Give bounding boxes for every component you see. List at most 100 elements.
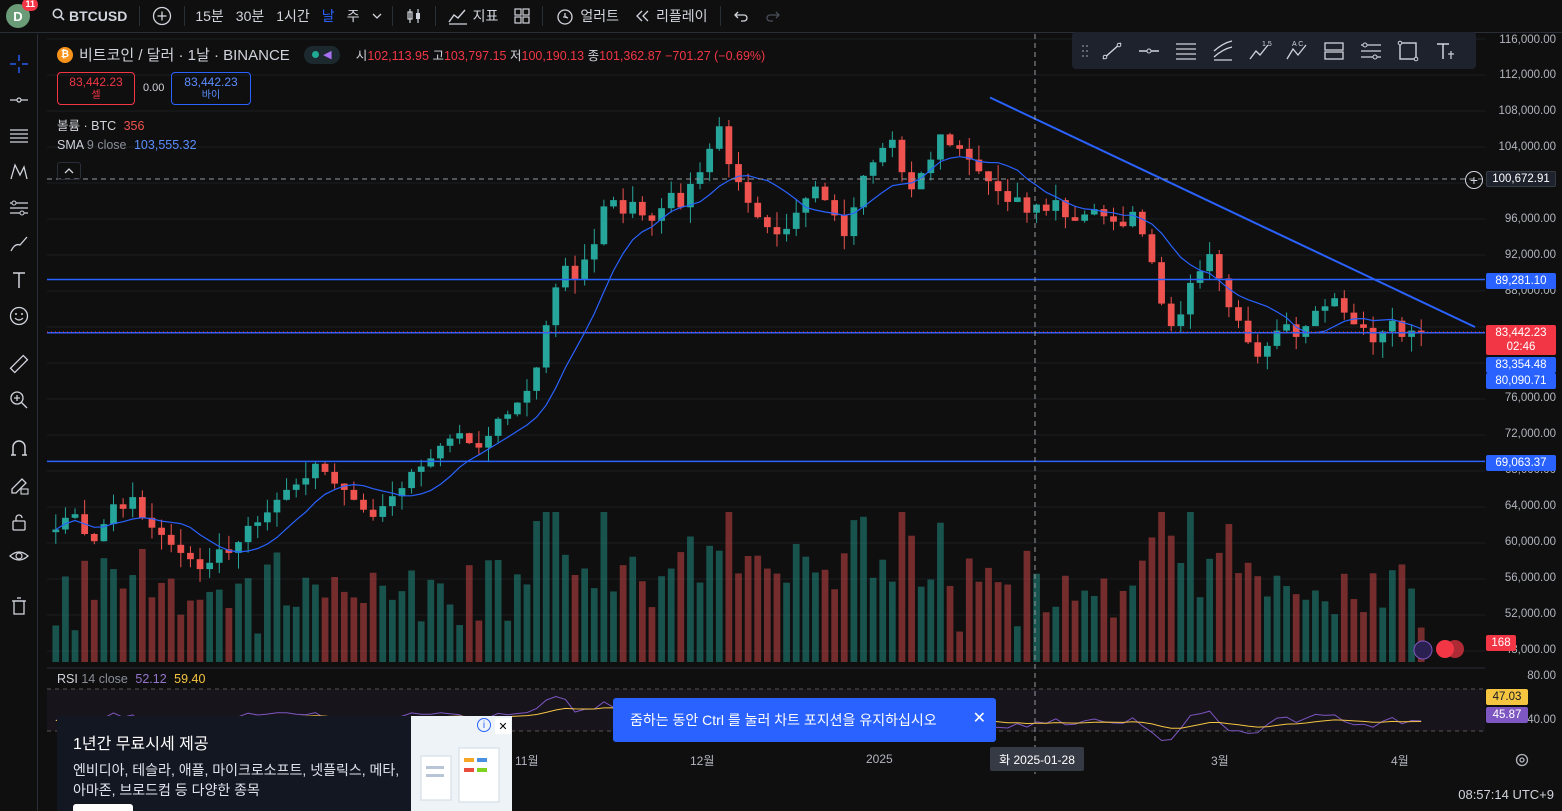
symbol-search-button[interactable]: BTCUSD: [44, 0, 135, 33]
position-icon: [1324, 41, 1344, 60]
date-price-range-button[interactable]: [1354, 36, 1388, 66]
layouts-button[interactable]: [506, 0, 538, 33]
sma-legend[interactable]: SMA 9 close 103,555.32: [57, 138, 197, 152]
add-alert-icon[interactable]: +: [1465, 171, 1483, 189]
interval-15m[interactable]: 15분: [195, 8, 224, 24]
gear-icon: [1515, 753, 1529, 767]
sell-button[interactable]: 83,442.23 셀: [57, 72, 135, 105]
candle-body: [1119, 221, 1127, 227]
user-avatar[interactable]: D 11: [6, 0, 38, 28]
volume-bar: [1244, 562, 1252, 662]
chart-title[interactable]: 비트코인 / 달러 · 1날 · BINANCE: [79, 47, 290, 64]
rectangle-icon: [1397, 40, 1419, 61]
projection-tool[interactable]: [5, 194, 33, 222]
volume-bar: [158, 582, 165, 662]
text-note-button[interactable]: [1428, 36, 1462, 66]
close-icon[interactable]: ✕: [972, 710, 986, 727]
zoom-in-icon: [10, 391, 28, 409]
chart-settings-button[interactable]: [1514, 752, 1530, 771]
price-axis[interactable]: 116,000.00 112,000.00 108,000.00 104,000…: [1486, 34, 1562, 774]
ad-info-icon[interactable]: i: [477, 718, 491, 732]
candle-body: [735, 164, 742, 183]
ad-cta-button[interactable]: [73, 804, 133, 811]
undo-icon: [733, 11, 748, 22]
volume-bar: [1379, 607, 1387, 662]
price-chart[interactable]: [47, 34, 1485, 774]
candle-body: [1254, 342, 1262, 357]
interval-dropdown[interactable]: [366, 0, 388, 33]
ad-close-icon[interactable]: ✕: [495, 718, 511, 734]
interval-1h[interactable]: 1시간: [276, 8, 310, 24]
candle-body: [994, 181, 1002, 192]
rsi-legend[interactable]: RSI 14 close 52.12 59.40: [57, 672, 205, 686]
ad-banner[interactable]: 1년간 무료시세 제공 엔비디아, 테슬라, 애플, 마이크로소프트, 넷플릭스…: [57, 716, 512, 811]
candle-body: [283, 489, 290, 500]
price-tick: 104,000.00: [1498, 141, 1556, 153]
long-position-button[interactable]: [1317, 36, 1351, 66]
candle-body: [658, 208, 665, 221]
buy-button[interactable]: 83,442.23 바이: [171, 72, 251, 105]
time-axis[interactable]: 11월 12월 2025 3월 4월: [47, 748, 1485, 774]
redo-button[interactable]: [757, 0, 789, 33]
market-status-icon[interactable]: ◀: [303, 45, 340, 64]
volume-bar: [1408, 588, 1415, 662]
volume-bar: [100, 558, 108, 662]
alert-button[interactable]: 얼러트: [547, 0, 627, 33]
candle-body: [667, 192, 675, 209]
lock-drawings-tool[interactable]: [5, 508, 33, 536]
crosshair-price: 100,672.91: [1492, 173, 1550, 185]
bitcoin-icon: ₿: [57, 46, 73, 63]
candle-body: [1129, 211, 1137, 227]
pitchfork-button[interactable]: [1206, 36, 1240, 66]
interval-1w[interactable]: 주: [346, 8, 360, 24]
keep-drawing-tool[interactable]: [5, 472, 33, 500]
text-tool[interactable]: [5, 266, 33, 294]
candle-body: [763, 217, 771, 228]
indicators-button[interactable]: 지표: [440, 0, 507, 33]
volume-bar: [273, 552, 281, 662]
candle-body: [1369, 327, 1377, 343]
line-price-tag: 89,281.10: [1486, 273, 1556, 289]
rectangle-button[interactable]: [1391, 36, 1425, 66]
trendline-button[interactable]: [1095, 36, 1129, 66]
trendline-tool[interactable]: [5, 86, 33, 114]
wave-pattern-button[interactable]: 1 5: [1243, 36, 1277, 66]
candle-body: [677, 192, 685, 208]
candle-body: [465, 433, 473, 444]
horizontal-ray-button[interactable]: [1132, 36, 1166, 66]
collapse-legend-button[interactable]: [57, 162, 81, 180]
volume-bar: [62, 576, 69, 662]
fib-retracement-button[interactable]: [1169, 36, 1203, 66]
candle-body: [1273, 330, 1281, 346]
volume-bar: [879, 559, 887, 662]
undo-button[interactable]: [725, 0, 757, 33]
divider: [542, 6, 544, 26]
utc-clock[interactable]: 08:57:14 UTC+9: [1458, 787, 1554, 802]
remove-drawings-tool[interactable]: [5, 592, 33, 620]
brush-tool[interactable]: [5, 230, 33, 258]
candle-body: [379, 506, 387, 517]
interval-30m[interactable]: 30분: [235, 8, 265, 24]
magnet-tool[interactable]: [5, 434, 33, 462]
emoji-tool[interactable]: [5, 302, 33, 330]
measure-tool[interactable]: [5, 350, 33, 378]
pattern-tool[interactable]: [5, 158, 33, 186]
interval-1d[interactable]: 날: [321, 8, 335, 24]
fib-tool[interactable]: [5, 122, 33, 150]
crosshair-tool[interactable]: [5, 50, 33, 78]
drag-handle[interactable]: [1078, 36, 1092, 66]
hide-drawings-tool[interactable]: [5, 542, 33, 570]
compare-symbol-button[interactable]: [144, 0, 180, 33]
abc-pattern-button[interactable]: A C: [1280, 36, 1314, 66]
replay-button[interactable]: 리플레이: [627, 0, 716, 33]
volume-bar: [369, 572, 377, 662]
volume-bar: [687, 536, 694, 662]
candle-body: [331, 471, 339, 484]
chart-type-button[interactable]: [397, 0, 431, 33]
volume-bar: [71, 630, 79, 662]
zoom-tool[interactable]: [5, 386, 33, 414]
volume-bar: [850, 520, 858, 662]
volume-bar: [1398, 564, 1406, 662]
candle-body: [773, 227, 781, 235]
volume-legend[interactable]: 볼륨 · BTC 356: [57, 115, 144, 134]
